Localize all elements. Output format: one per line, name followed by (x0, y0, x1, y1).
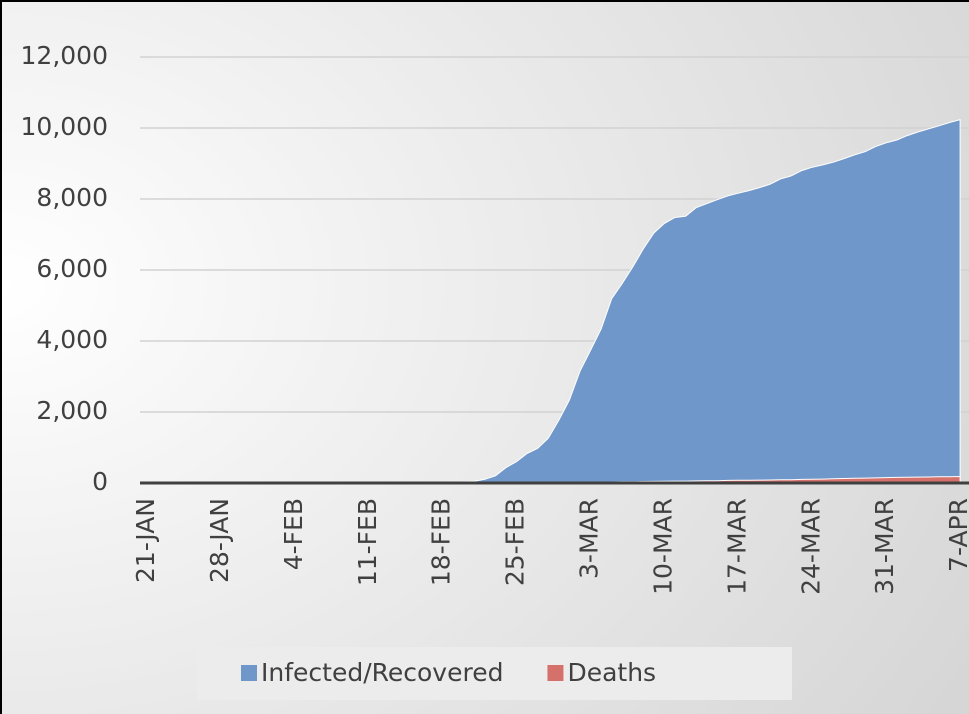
x-tick-label: 3-MAR (575, 498, 604, 579)
y-tick-label: 10,000 (21, 112, 108, 141)
x-tick-label: 25-FEB (501, 498, 530, 586)
legend-swatch (241, 665, 257, 681)
x-tick-label: 18-FEB (427, 498, 456, 586)
x-tick-label: 17-MAR (722, 498, 751, 595)
legend-label: Deaths (567, 658, 656, 687)
x-tick-label: 24-MAR (796, 498, 825, 595)
y-tick-label: 8,000 (36, 183, 108, 212)
legend-swatch (547, 665, 564, 681)
x-tick-label: 28-JAN (205, 498, 234, 583)
legend-label: Infected/Recovered (261, 658, 503, 687)
legend-box (197, 647, 792, 700)
x-tick-label: 7-APR (944, 498, 969, 572)
x-tick-label: 4-FEB (279, 498, 308, 570)
y-tick-label: 6,000 (36, 254, 108, 283)
y-tick-label: 0 (92, 467, 108, 496)
y-tick-label: 2,000 (36, 396, 108, 425)
y-tick-label: 4,000 (36, 325, 108, 354)
x-tick-label: 11-FEB (353, 498, 382, 586)
x-tick-label: 21-JAN (131, 498, 160, 583)
x-tick-label: 10-MAR (648, 498, 677, 595)
y-tick-label: 12,000 (21, 41, 108, 70)
x-tick-label: 31-MAR (870, 498, 899, 595)
